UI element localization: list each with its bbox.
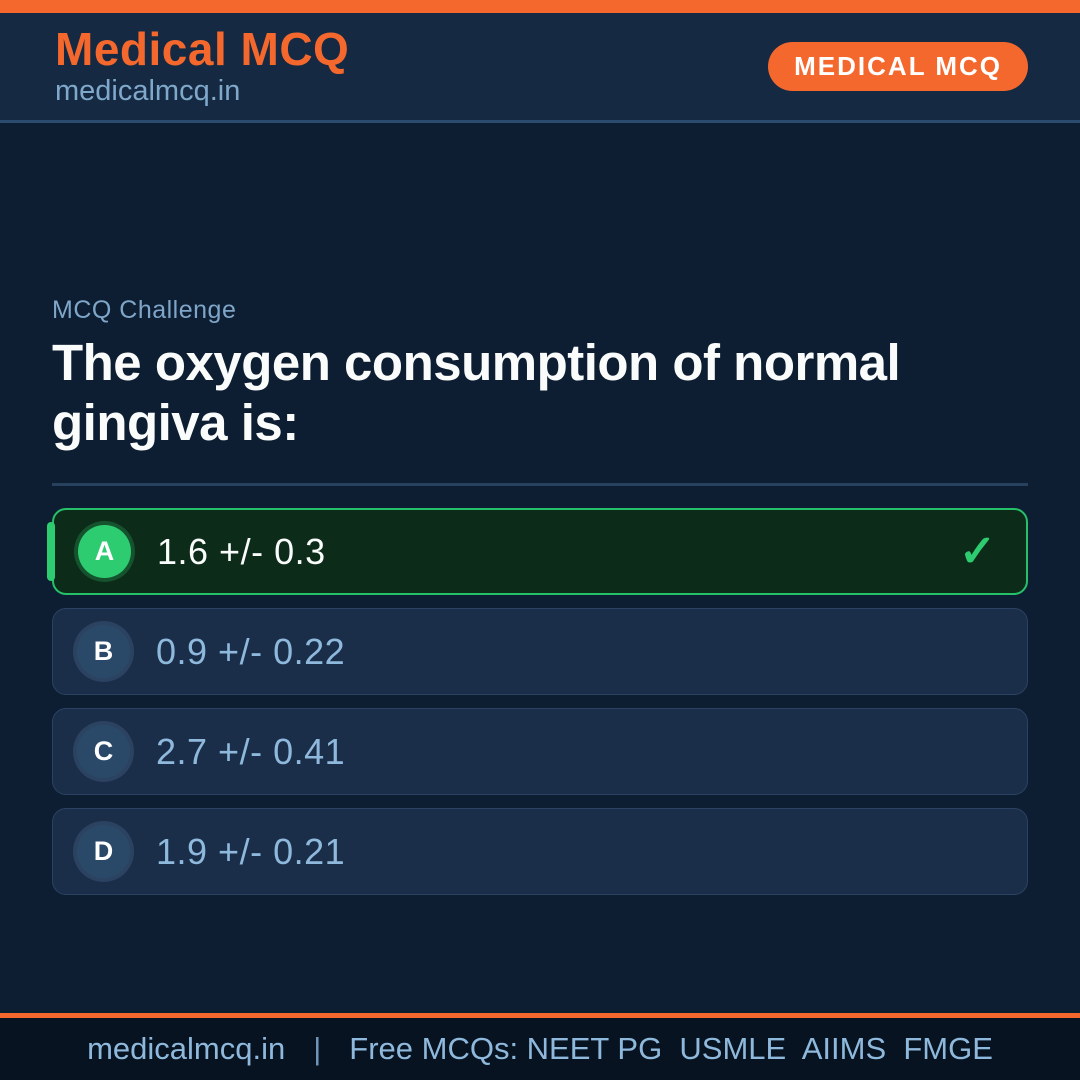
brand-title: Medical MCQ — [55, 23, 350, 76]
question-section: MCQ Challenge The oxygen consumption of … — [0, 123, 1080, 1013]
option-c-text: 2.7 +/- 0.41 — [156, 730, 346, 772]
option-a[interactable]: A 1.6 +/- 0.3 ✓ — [47, 508, 1028, 596]
option-b-text: 0.9 +/- 0.22 — [156, 630, 346, 672]
brand-block: Medical MCQ medicalmcq.in — [55, 25, 349, 107]
footer-separator: | — [313, 1031, 322, 1066]
question-text: The oxygen consumption of normal gingiva… — [52, 334, 901, 452]
brand-badge: MEDICAL MCQ — [768, 42, 1028, 91]
option-d[interactable]: D 1.9 +/- 0.21 — [52, 808, 1028, 896]
option-d-letter: D — [77, 825, 130, 879]
option-c-letter: C — [77, 725, 130, 779]
option-a-letter: A — [78, 525, 131, 579]
footer-site-url: medicalmcq.in — [87, 1031, 286, 1066]
option-b[interactable]: B 0.9 +/- 0.22 — [52, 608, 1028, 696]
option-a-text: 1.6 +/- 0.3 — [157, 530, 326, 572]
footer: medicalmcq.in | Free MCQs: NEET PG USMLE… — [0, 1013, 1080, 1080]
correct-accent-bar — [47, 522, 55, 582]
top-accent-bar — [0, 0, 1080, 13]
brand-site-url: medicalmcq.in — [55, 74, 241, 107]
option-b-letter: B — [77, 625, 130, 679]
header: Medical MCQ medicalmcq.in MEDICAL MCQ — [0, 13, 1080, 123]
divider — [52, 483, 1028, 487]
option-c[interactable]: C 2.7 +/- 0.41 — [52, 708, 1028, 796]
question-eyebrow: MCQ Challenge — [52, 296, 237, 324]
footer-tagline: Free MCQs: NEET PG USMLE AIIMS FMGE — [349, 1031, 993, 1066]
check-icon: ✓ — [959, 526, 996, 576]
option-d-text: 1.9 +/- 0.21 — [156, 830, 346, 872]
